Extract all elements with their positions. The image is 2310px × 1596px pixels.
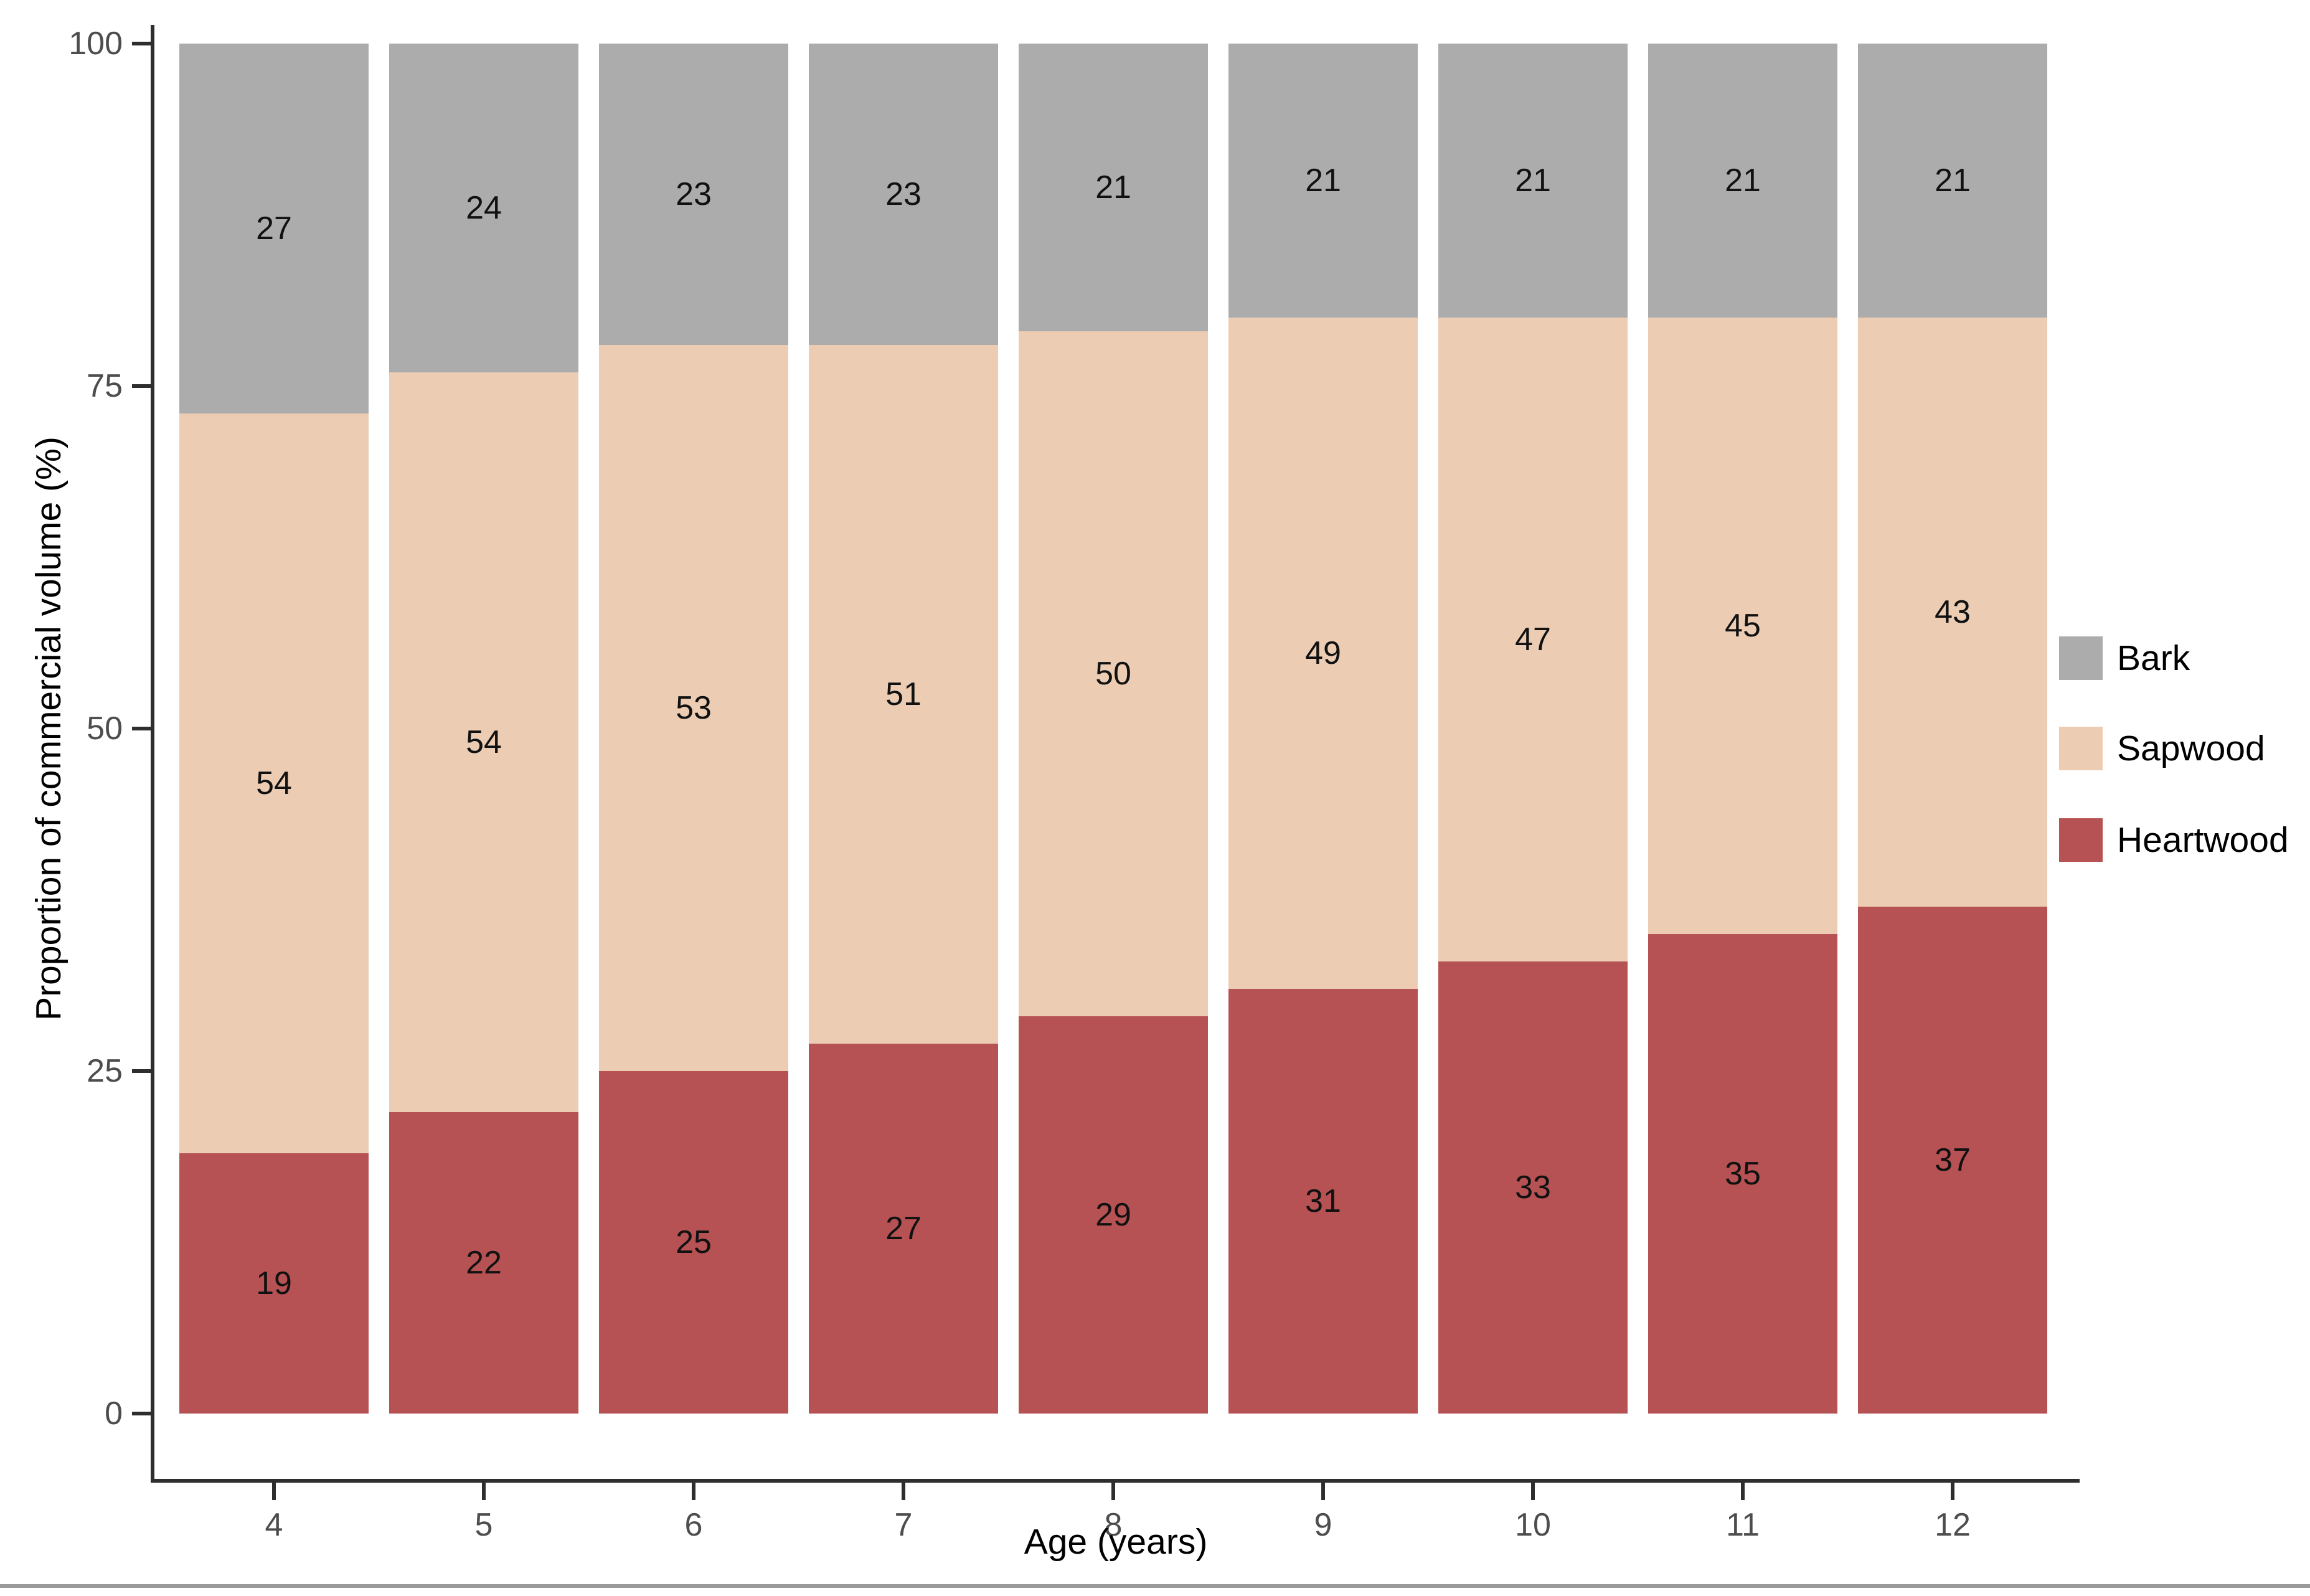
bar-segment-heartwood-age-4	[179, 1153, 369, 1414]
bar-value-label-sapwood-age-10: 47	[1515, 621, 1551, 658]
bar-segment-bark-age-5	[389, 44, 578, 372]
x-tick-label: 7	[894, 1507, 913, 1543]
bar-segment-bark-age-4	[179, 44, 369, 413]
y-tick-label: 50	[87, 711, 123, 747]
bar-segment-bark-age-11	[1648, 44, 1837, 318]
bar-value-label-bark-age-5: 24	[466, 190, 502, 226]
y-tick-mark	[132, 384, 151, 388]
bar-value-label-sapwood-age-5: 54	[466, 724, 502, 760]
bar-segment-heartwood-age-9	[1228, 989, 1418, 1414]
x-tick-label: 10	[1515, 1507, 1551, 1543]
bar-segment-sapwood-age-7	[809, 345, 998, 1044]
bar-segment-sapwood-age-6	[599, 345, 788, 1071]
x-axis-title: Age (years)	[1024, 1522, 1208, 1562]
bar-segment-heartwood-age-5	[389, 1112, 578, 1414]
legend-label-bark: Bark	[2117, 638, 2190, 678]
legend-swatch-sapwood	[2059, 727, 2103, 770]
bar-value-label-sapwood-age-8: 50	[1095, 656, 1131, 692]
bar-segment-bark-age-8	[1019, 44, 1208, 331]
y-tick-label: 100	[68, 26, 123, 62]
bar-segment-heartwood-age-6	[599, 1071, 788, 1414]
legend-swatch-heartwood	[2059, 818, 2103, 862]
bar-value-label-sapwood-age-9: 49	[1305, 635, 1341, 671]
bar-segment-sapwood-age-8	[1019, 331, 1208, 1016]
y-axis-line	[151, 25, 154, 1483]
bar-value-label-sapwood-age-7: 51	[885, 676, 922, 712]
bar-value-label-sapwood-age-6: 53	[676, 690, 712, 726]
x-tick-mark	[1741, 1483, 1745, 1500]
bar-value-label-heartwood-age-4: 19	[256, 1265, 292, 1301]
bar-value-label-bark-age-10: 21	[1515, 163, 1551, 199]
y-tick-mark	[132, 1069, 151, 1073]
bar-value-label-sapwood-age-12: 43	[1935, 594, 1971, 630]
bar-value-label-bark-age-9: 21	[1305, 163, 1341, 199]
x-tick-label: 12	[1935, 1507, 1971, 1543]
x-tick-label: 6	[684, 1507, 703, 1543]
x-tick-mark	[1531, 1483, 1535, 1500]
bar-value-label-bark-age-4: 27	[256, 210, 292, 247]
bar-value-label-sapwood-age-11: 45	[1725, 608, 1761, 644]
x-tick-label: 8	[1104, 1507, 1123, 1543]
legend-label-heartwood: Heartwood	[2117, 820, 2289, 860]
bar-value-label-bark-age-7: 23	[885, 176, 922, 212]
bar-segment-sapwood-age-9	[1228, 318, 1418, 989]
x-tick-mark	[272, 1483, 276, 1500]
bar-value-label-bark-age-12: 21	[1935, 163, 1971, 199]
y-tick-label: 0	[105, 1395, 123, 1432]
bar-value-label-heartwood-age-7: 27	[885, 1211, 922, 1247]
legend-label-sapwood: Sapwood	[2117, 729, 2265, 768]
bar-segment-heartwood-age-11	[1648, 934, 1837, 1414]
bar-value-label-heartwood-age-6: 25	[676, 1224, 712, 1260]
bar-value-label-sapwood-age-4: 54	[256, 765, 292, 801]
bar-value-label-bark-age-8: 21	[1095, 169, 1131, 205]
y-tick-mark	[132, 727, 151, 730]
bar-segment-sapwood-age-12	[1858, 318, 2047, 907]
bar-segment-sapwood-age-11	[1648, 318, 1837, 934]
bar-segment-bark-age-6	[599, 44, 788, 345]
x-tick-mark	[1951, 1483, 1954, 1500]
x-axis-line	[151, 1479, 2080, 1483]
x-tick-label: 11	[1726, 1507, 1760, 1543]
bar-value-label-heartwood-age-8: 29	[1095, 1197, 1131, 1233]
bar-value-label-bark-age-11: 21	[1725, 163, 1761, 199]
bar-segment-sapwood-age-5	[389, 372, 578, 1112]
y-tick-mark	[132, 1412, 151, 1415]
y-tick-label: 25	[87, 1053, 123, 1089]
x-tick-mark	[902, 1483, 905, 1500]
y-tick-label: 75	[87, 368, 123, 404]
x-tick-label: 5	[474, 1507, 493, 1543]
x-tick-label: 9	[1314, 1507, 1332, 1543]
bar-segment-heartwood-age-12	[1858, 907, 2047, 1414]
bar-segment-heartwood-age-8	[1019, 1016, 1208, 1414]
x-tick-mark	[1111, 1483, 1115, 1500]
bar-value-label-heartwood-age-11: 35	[1725, 1156, 1761, 1192]
bar-value-label-heartwood-age-9: 31	[1305, 1183, 1341, 1219]
x-tick-mark	[692, 1483, 695, 1500]
y-tick-mark	[132, 42, 151, 45]
bar-value-label-heartwood-age-12: 37	[1935, 1142, 1971, 1178]
bar-segment-sapwood-age-4	[179, 413, 369, 1153]
bar-segment-bark-age-9	[1228, 44, 1418, 318]
bar-value-label-heartwood-age-5: 22	[466, 1245, 502, 1281]
x-tick-mark	[482, 1483, 486, 1500]
x-tick-label: 4	[265, 1507, 283, 1543]
bar-segment-sapwood-age-10	[1438, 318, 1628, 961]
bar-value-label-bark-age-6: 23	[676, 176, 712, 212]
x-tick-mark	[1321, 1483, 1325, 1500]
bar-segment-bark-age-10	[1438, 44, 1628, 318]
legend-swatch-bark	[2059, 636, 2103, 680]
bar-segment-bark-age-12	[1858, 44, 2047, 318]
page-bottom-rule	[0, 1584, 2310, 1588]
bar-segment-heartwood-age-7	[809, 1044, 998, 1414]
bar-segment-heartwood-age-10	[1438, 961, 1628, 1414]
bar-segment-bark-age-7	[809, 44, 998, 345]
bar-value-label-heartwood-age-10: 33	[1515, 1169, 1551, 1206]
